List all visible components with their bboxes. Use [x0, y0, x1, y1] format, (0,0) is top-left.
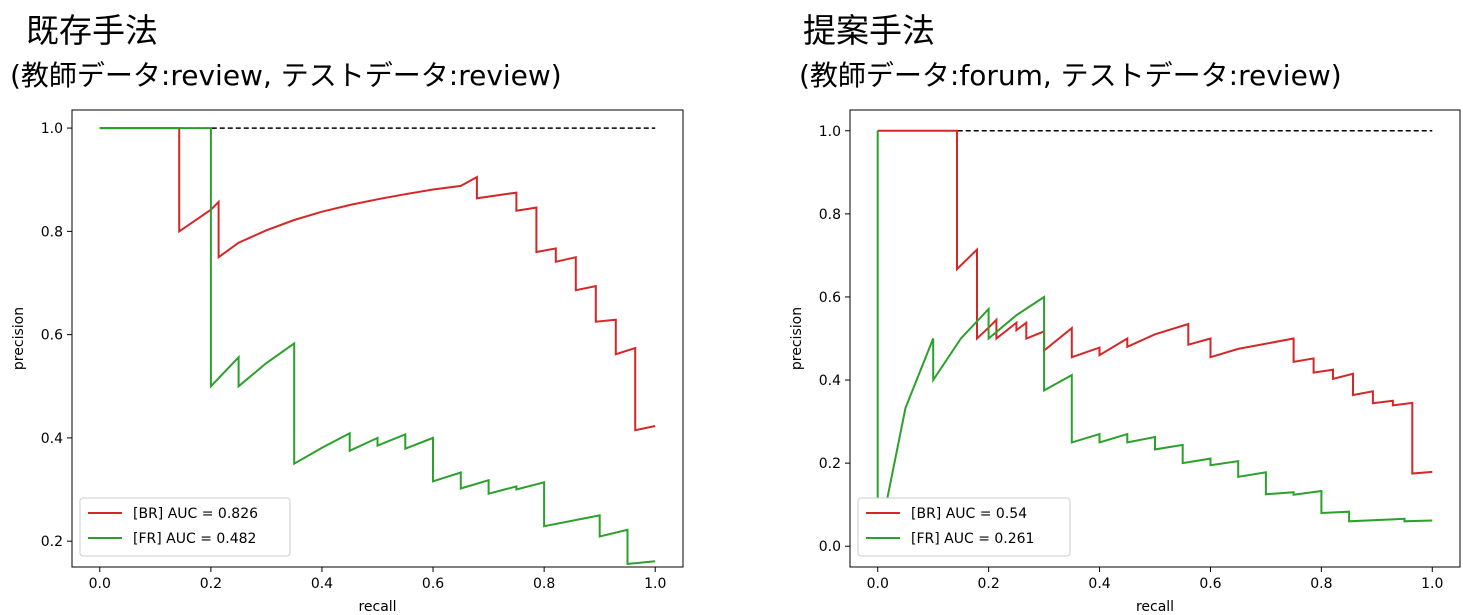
y-tick-label: 0.6: [41, 328, 63, 344]
x-tick-label: 0.6: [1199, 576, 1221, 592]
fr-series-line: [876, 130, 1433, 547]
x-axis-label: recall: [1136, 599, 1174, 615]
axes-frame: [71, 109, 684, 568]
y-tick-label: 0.4: [41, 431, 63, 447]
x-tick-label: 1.0: [644, 576, 666, 592]
legend-br-label: [BR] AUC = 0.54: [911, 506, 1027, 522]
legend-br-label: [BR] AUC = 0.826: [133, 506, 258, 522]
y-tick-label: 0.0: [819, 539, 841, 555]
x-tick-label: 0.8: [533, 576, 555, 592]
y-tick-label: 1.0: [41, 121, 63, 137]
x-tick-label: 0.0: [89, 576, 111, 592]
right-precision-recall-chart: 0.0 0.2 0.4 0.6 0.8 1.0 0.0 0.2 0.4 0.6 0.8 1.0 reca…: [789, 109, 1461, 615]
right-panel-subtitle: (教師データ:forum, テストデータ:review): [799, 59, 1342, 92]
legend: [BR] AUC = 0.826 [FR] AUC = 0.482: [79, 497, 291, 557]
fr-series-line: [99, 127, 656, 565]
x-tick-label: 0.2: [978, 576, 1000, 592]
br-series-line: [877, 129, 1433, 475]
x-tick-label: 0.8: [1310, 576, 1332, 592]
y-tick-label: 0.4: [819, 373, 841, 389]
x-tick-label: 1.0: [1421, 576, 1443, 592]
left-panel-subtitle: (教師データ:review, テストデータ:review): [10, 59, 562, 92]
legend-fr-label: [FR] AUC = 0.482: [133, 531, 256, 547]
x-tick-label: 0.2: [200, 576, 222, 592]
x-tick-label: 0.4: [311, 576, 333, 592]
right-panel-title: 提案手法: [803, 11, 935, 50]
y-axis-label: precision: [789, 307, 805, 370]
y-tick-label: 0.2: [41, 534, 63, 550]
legend-box: [79, 497, 291, 557]
x-tick-label: 0.6: [422, 576, 444, 592]
br-series-line: [99, 127, 656, 432]
y-tick-label: 0.8: [41, 224, 63, 240]
left-precision-recall-chart: 0.0 0.2 0.4 0.6 0.8 1.0 0.2 0.4 0.6 0.8 1.0 recall p…: [11, 109, 684, 615]
x-tick-label: 0.0: [867, 576, 889, 592]
y-tick-label: 0.8: [819, 207, 841, 223]
left-panel-title: 既存手法: [26, 11, 158, 50]
y-tick-label: 0.2: [819, 456, 841, 472]
legend: [BR] AUC = 0.54 [FR] AUC = 0.261: [857, 497, 1071, 557]
legend-box: [857, 497, 1071, 557]
y-axis-label: precision: [11, 307, 27, 370]
axes-frame: [849, 109, 1461, 568]
y-tick-label: 0.6: [819, 290, 841, 306]
legend-fr-label: [FR] AUC = 0.261: [911, 531, 1034, 547]
x-tick-label: 0.4: [1088, 576, 1110, 592]
x-axis-label: recall: [358, 599, 396, 615]
y-tick-label: 1.0: [819, 124, 841, 140]
